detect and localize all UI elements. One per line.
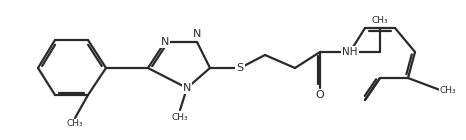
Text: N: N	[193, 29, 201, 39]
Text: CH₃: CH₃	[67, 120, 83, 129]
Text: S: S	[236, 63, 244, 73]
Text: N: N	[161, 37, 169, 47]
Text: O: O	[315, 90, 324, 100]
Text: CH₃: CH₃	[372, 16, 388, 24]
Text: CH₃: CH₃	[171, 114, 188, 122]
Text: NH: NH	[342, 47, 358, 57]
Text: CH₃: CH₃	[440, 86, 456, 94]
Text: N: N	[183, 83, 191, 93]
